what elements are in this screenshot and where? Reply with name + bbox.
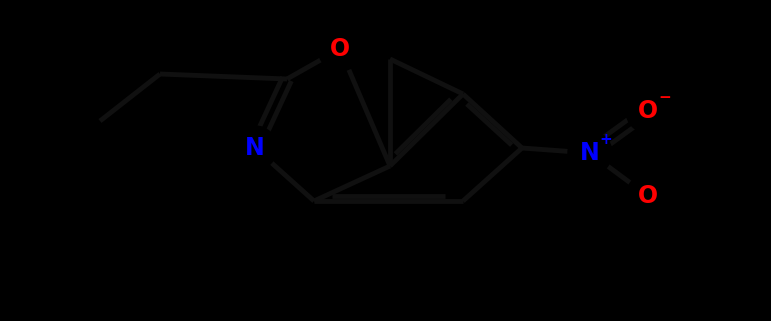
Text: O: O <box>638 184 658 208</box>
Circle shape <box>568 131 612 175</box>
Text: −: − <box>658 91 672 106</box>
Text: +: + <box>600 132 612 146</box>
Circle shape <box>318 27 362 71</box>
Text: N: N <box>580 141 600 165</box>
Circle shape <box>233 126 277 170</box>
Circle shape <box>626 174 670 218</box>
Circle shape <box>626 89 670 133</box>
Text: O: O <box>330 37 350 61</box>
Text: O: O <box>638 99 658 123</box>
Text: N: N <box>245 136 265 160</box>
